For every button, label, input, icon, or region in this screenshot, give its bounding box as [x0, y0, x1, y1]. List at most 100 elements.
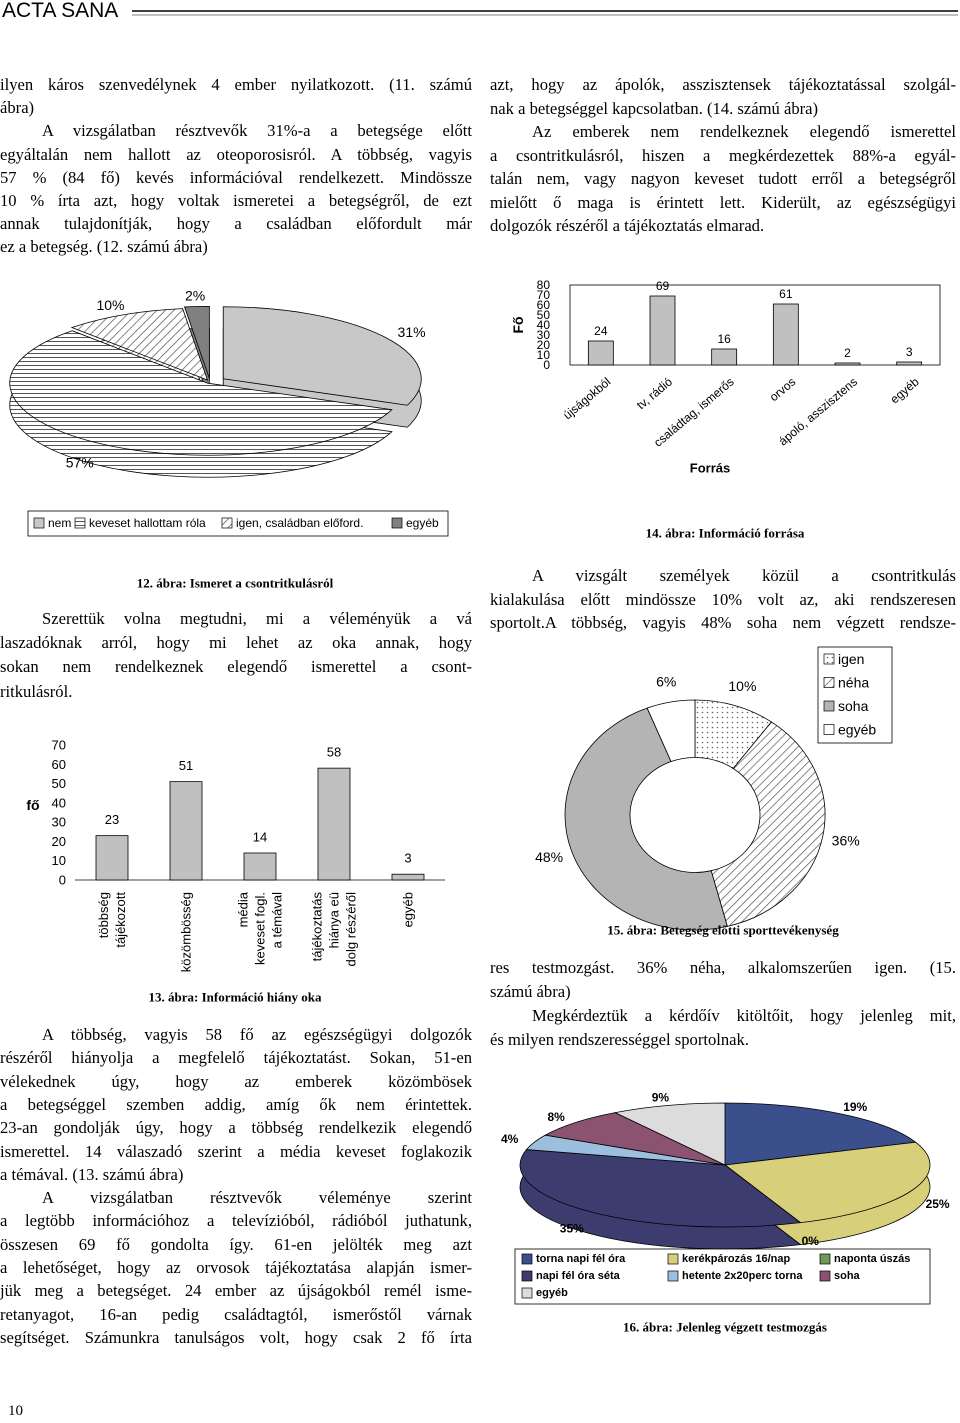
x-tick-label: média	[236, 891, 251, 927]
x-tick-label: hiánya eü	[327, 892, 342, 948]
text-line: ritkulásról.	[0, 681, 73, 701]
text-line: 10 % írta azt, hogy voltak ismeretei a b…	[0, 191, 472, 210]
data-label: 14	[253, 830, 267, 845]
data-label: 2	[844, 346, 851, 360]
legend-label: néha	[838, 675, 869, 691]
text-line: a témával. (13. számú ábra)	[0, 1164, 184, 1184]
running-header: ACTA SANA	[2, 0, 119, 22]
data-label: 57%	[66, 455, 94, 471]
x-axis-label: Forrás	[690, 461, 730, 476]
y-axis-label: fő	[26, 797, 39, 813]
pie-slice	[544, 1112, 726, 1166]
data-label: 3	[906, 345, 913, 359]
pie-slice	[70, 308, 209, 381]
text-line: részéről hiányolja a megfelelő tájékozta…	[0, 1048, 472, 1068]
x-tick-label: tv, rádió	[634, 374, 675, 412]
y-tick-label: 20	[537, 338, 551, 352]
y-tick-label: 70	[537, 288, 551, 302]
bar	[317, 767, 351, 881]
text-line: mielőtt ő maga is érintett lett. Kiderül…	[490, 192, 956, 212]
text-line: sokan nem rendelkeznek elegendő ismerett…	[0, 657, 472, 677]
legend-swatch	[221, 517, 233, 529]
data-label: 16	[717, 332, 731, 346]
pie-slice	[723, 1141, 931, 1224]
y-tick-label: 70	[52, 738, 66, 753]
donut-segment	[564, 707, 728, 931]
x-tick-label: egyéb	[888, 374, 922, 406]
x-tick-label: tájékoztatás	[310, 892, 325, 962]
text-line: a legtöbb információhoz a televízióból, …	[0, 1211, 472, 1231]
data-label: 19%	[843, 1100, 867, 1114]
text-line: annak tulajdonítják, hogy a családban el…	[0, 214, 472, 234]
text-line: A vizsgálatban résztvevők 31%-a a betegs…	[42, 121, 472, 141]
data-label: 69	[656, 279, 670, 293]
legend-swatch	[521, 1253, 533, 1265]
data-label: 23	[105, 812, 119, 827]
legend-swatch	[667, 1270, 679, 1282]
y-tick-label: 10	[52, 853, 66, 868]
text-line: Az emberek nem rendelkeznek elegendő ism…	[532, 122, 956, 141]
legend-swatch	[823, 677, 835, 688]
data-label: 48%	[535, 849, 563, 865]
data-label: 10%	[728, 678, 756, 694]
legend-label: igen, családban előford.	[236, 516, 363, 530]
legend-swatch	[667, 1253, 679, 1265]
legend-label: igen	[838, 651, 864, 667]
legend-label: egyéb	[536, 1287, 568, 1299]
legend-label: keveset hallottam róla	[89, 516, 206, 530]
text-line: A többség, vagyis 58 fő az egészségügyi …	[42, 1025, 472, 1044]
text-line: segítséget. Számunkra tanulságos volt, h…	[0, 1327, 472, 1347]
x-tick-label: keveset fogl.	[253, 892, 268, 965]
chart-caption: 16. ábra: Jelenleg végzett testmozgás	[623, 1320, 827, 1335]
text-line: sportolt.A többség, vagyis 48% soha nem …	[490, 613, 956, 632]
y-tick-label: 40	[537, 318, 551, 332]
text-line: a lehetőséget, hogy az orvosok tájékozta…	[0, 1258, 472, 1277]
legend-swatch	[521, 1270, 533, 1282]
legend-swatch	[823, 653, 835, 665]
text-line: A vizsgált személyek közül a csontritkul…	[532, 566, 956, 585]
x-tick-label: többség	[96, 892, 111, 938]
text-line: dolgozók részéről a tájékoztatás elmarad…	[490, 216, 765, 235]
data-label: 51	[179, 758, 193, 773]
bar	[896, 361, 923, 366]
y-tick-label: 0	[59, 873, 66, 888]
data-label: 58	[327, 745, 341, 760]
chart-caption: 14. ábra: Információ forrása	[646, 526, 805, 541]
x-tick-label: a témával	[270, 892, 285, 948]
pie-slice	[613, 1102, 726, 1166]
chart-caption: 15. ábra: Betegség előtti sporttevékenys…	[607, 923, 839, 938]
data-label: 3	[404, 851, 411, 866]
legend-swatch	[74, 517, 86, 529]
bar	[95, 835, 129, 881]
legend-label: nem	[48, 516, 71, 530]
y-tick-label: 20	[52, 834, 66, 849]
y-tick-label: 60	[537, 298, 551, 312]
y-tick-label: 30	[52, 815, 66, 830]
data-label: 4%	[501, 1132, 519, 1146]
y-tick-label: 30	[537, 328, 551, 342]
text-line: egyáltalán nem hallott az oteoporosisról…	[0, 144, 472, 164]
bar	[649, 295, 676, 366]
x-tick-label: újságokból	[560, 375, 613, 423]
data-label: 36%	[832, 832, 860, 848]
text-line: számú ábra)	[490, 982, 571, 1001]
page-number: 10	[8, 1403, 23, 1419]
donut-segment	[646, 699, 696, 763]
text-line: retanyagot, 16-an pedig családtagtól, is…	[0, 1304, 472, 1324]
x-tick-label: dolg részéről	[344, 892, 359, 967]
text-line: kialakulása előtt mindössze 10% volt az,…	[490, 589, 956, 609]
text-line: a csontritkulásról, hiszen a megkérdezet…	[490, 145, 956, 165]
pie-slice	[9, 330, 393, 456]
x-tick-label: közömbösség	[179, 892, 194, 972]
bar	[711, 348, 738, 366]
legend-swatch	[819, 1253, 831, 1265]
legend-swatch	[823, 700, 835, 712]
legend-label: egyéb	[838, 722, 876, 738]
y-tick-label: 50	[537, 308, 551, 322]
x-tick-label: egyéb	[401, 892, 416, 927]
legend-label: soha	[838, 698, 869, 714]
text-line: laszadóknak arról, hogy mi lehet az oka …	[0, 633, 472, 653]
text-line: a betegséggel szemben addig, amíg ők nem…	[0, 1094, 472, 1114]
